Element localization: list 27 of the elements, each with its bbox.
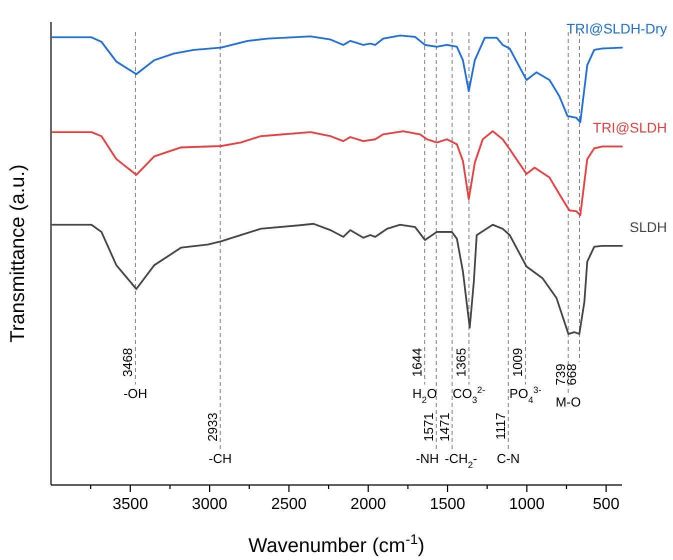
series-label: TRI@SLDH-Dry	[566, 20, 667, 37]
x-tick-label: 1500	[430, 496, 466, 513]
annotation: 1571	[421, 412, 436, 442]
annotation: 3468	[120, 348, 136, 377]
ref-line-label: -NH	[416, 450, 439, 466]
ref-line-label: C-N	[496, 450, 520, 466]
y-axis-title: Transmittance (a.u.)	[7, 164, 29, 343]
x-tick-label: 2500	[271, 496, 307, 513]
annotation: 1117	[493, 412, 508, 440]
annotation: 1009	[510, 348, 526, 377]
annotation: 1365	[454, 348, 469, 377]
annotation: 1644	[409, 348, 424, 377]
ref-line-label: H$_{2}$O	[412, 386, 437, 406]
x-axis-title: Wavenumber (cm$^{-1}$)	[248, 531, 425, 557]
ref-line-label: -CH$_{2}$-	[444, 450, 478, 470]
x-tick-label: 2000	[350, 496, 386, 513]
annotation: 2933	[204, 412, 220, 442]
series-label: SLDH	[630, 218, 667, 235]
x-tick-label: 3000	[192, 496, 228, 513]
x-tick-label: 1000	[509, 496, 545, 513]
annotation: 1471	[436, 412, 452, 442]
x-tick-label: 500	[592, 496, 620, 513]
ref-line-label: -CH	[208, 450, 232, 466]
ref-line-label: -OH	[123, 386, 148, 402]
series-label: TRI@SLDH	[592, 120, 667, 136]
x-tick-label: 3500	[112, 496, 148, 513]
ref-line-label: M-O	[556, 394, 581, 410]
